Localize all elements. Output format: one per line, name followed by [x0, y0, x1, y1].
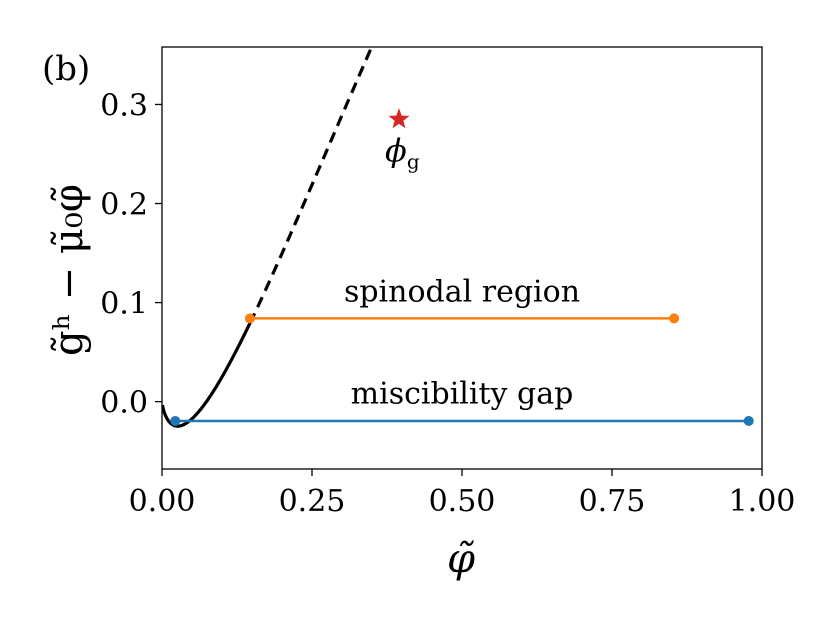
y-tick-label: 0.2	[100, 188, 148, 223]
phi-g-star-marker	[388, 108, 410, 129]
spinodal-region-annotation: spinodal region	[344, 275, 580, 310]
spinodal-region-point	[244, 313, 255, 324]
y-tick-label: 0.0	[100, 386, 148, 421]
y-tick-label: 0.1	[100, 287, 148, 322]
miscibility-gap-annotation: miscibility gap	[351, 377, 574, 412]
x-tick-label: 1.00	[729, 484, 796, 519]
x-tick-label: 0.00	[129, 484, 196, 519]
y-axis-label: g̃ʰ − μ̃₀φ̃	[46, 184, 92, 356]
x-tick-label: 0.50	[429, 484, 496, 519]
x-tick-label: 0.75	[579, 484, 646, 519]
miscibility-gap-point	[170, 415, 181, 426]
panel-label: (b)	[42, 49, 90, 89]
phi-g-label: ϕg	[385, 131, 420, 173]
miscibility-gap-point	[743, 415, 754, 426]
curve-stable-left	[162, 322, 252, 428]
y-axis-label-text: g̃ʰ − μ̃₀φ̃	[46, 184, 92, 356]
y-tick-label: 0.3	[100, 88, 148, 123]
spinodal-region-point	[669, 313, 680, 324]
x-axis-label: φ̃	[447, 536, 475, 582]
x-tick-label: 0.25	[279, 484, 346, 519]
